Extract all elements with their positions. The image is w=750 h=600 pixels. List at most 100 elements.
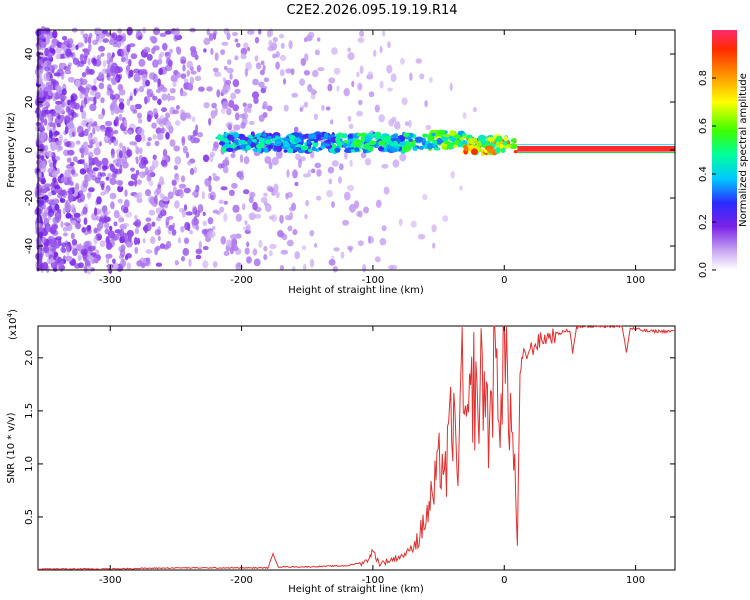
noise-blob bbox=[292, 169, 298, 179]
noise-blob bbox=[113, 221, 118, 227]
noise-blob bbox=[210, 47, 214, 56]
noise-blob bbox=[249, 120, 255, 125]
noise-blob bbox=[229, 246, 234, 255]
signal-blob bbox=[378, 140, 386, 146]
signal-blob bbox=[314, 139, 318, 143]
noise-blob bbox=[115, 179, 124, 186]
noise-blob bbox=[88, 245, 95, 252]
noise-blob bbox=[331, 160, 339, 167]
noise-blob bbox=[69, 181, 74, 186]
signal-blob bbox=[454, 139, 459, 145]
noise-blob bbox=[251, 91, 260, 99]
noise-blob bbox=[343, 88, 350, 97]
y-tick-label: -40 bbox=[24, 238, 35, 254]
signal-blob bbox=[464, 146, 469, 152]
noise-blob bbox=[44, 47, 50, 57]
noise-blob bbox=[94, 27, 103, 35]
noise-blob bbox=[203, 102, 210, 109]
noise-blob bbox=[145, 217, 152, 222]
noise-blob bbox=[153, 108, 158, 115]
noise-blob bbox=[338, 163, 344, 171]
noise-blob bbox=[220, 186, 228, 191]
noise-blob bbox=[36, 137, 43, 145]
noise-blob bbox=[268, 39, 273, 47]
signal-blob bbox=[422, 133, 429, 138]
noise-blob bbox=[165, 132, 170, 140]
noise-blob bbox=[189, 76, 195, 85]
noise-blob bbox=[138, 85, 145, 93]
spectrogram-y-ticks: -40 -20 0 20 40 bbox=[24, 48, 675, 254]
noise-blob bbox=[173, 165, 178, 171]
noise-blob bbox=[239, 154, 244, 163]
noise-blob bbox=[87, 192, 91, 200]
noise-blob bbox=[80, 29, 85, 36]
noise-blob bbox=[127, 130, 133, 135]
colorbar-ticks: 0.0 0.2 0.4 0.6 0.8 bbox=[698, 70, 716, 278]
noise-blob bbox=[387, 41, 391, 49]
noise-blob bbox=[87, 118, 94, 125]
noise-blob bbox=[316, 169, 322, 177]
noise-blob bbox=[220, 236, 227, 245]
noise-blob bbox=[309, 230, 315, 237]
noise-blob bbox=[104, 228, 110, 235]
noise-blob bbox=[240, 53, 247, 60]
noise-blob bbox=[134, 227, 140, 235]
noise-blob bbox=[212, 147, 218, 152]
noise-blob bbox=[359, 65, 364, 75]
signal-blob bbox=[392, 140, 399, 147]
signal-blob bbox=[344, 147, 354, 154]
noise-blob bbox=[240, 122, 246, 129]
noise-blob bbox=[118, 150, 123, 158]
noise-blob bbox=[167, 92, 171, 102]
noise-blob bbox=[93, 147, 101, 156]
noise-blob bbox=[207, 217, 214, 225]
noise-blob bbox=[301, 245, 307, 250]
noise-blob bbox=[74, 222, 82, 230]
noise-blob bbox=[242, 102, 247, 108]
noise-blob bbox=[279, 69, 285, 77]
noise-blob bbox=[67, 76, 75, 83]
noise-blob bbox=[223, 200, 228, 205]
noise-blob bbox=[82, 33, 89, 39]
noise-blob bbox=[415, 58, 422, 64]
noise-blob bbox=[82, 206, 88, 215]
noise-blob bbox=[124, 189, 128, 197]
noise-blob bbox=[67, 64, 71, 71]
noise-blob bbox=[62, 226, 68, 232]
noise-blob bbox=[180, 226, 185, 233]
noise-blob bbox=[348, 247, 353, 253]
noise-blob bbox=[40, 131, 47, 140]
noise-blob bbox=[202, 154, 210, 163]
noise-blob bbox=[290, 202, 297, 211]
noise-blob bbox=[99, 172, 107, 177]
noise-blob bbox=[184, 112, 191, 119]
signal-blob bbox=[476, 140, 482, 148]
noise-blob bbox=[328, 178, 332, 185]
noise-blob bbox=[180, 109, 185, 115]
noise-blob bbox=[269, 243, 277, 250]
noise-blob bbox=[112, 262, 119, 270]
noise-blob bbox=[128, 180, 135, 187]
noise-blob bbox=[134, 178, 138, 187]
signal-blob bbox=[321, 143, 330, 147]
noise-blob bbox=[234, 55, 239, 61]
noise-blob bbox=[278, 33, 285, 39]
noise-blob bbox=[167, 215, 174, 220]
noise-blob bbox=[283, 104, 289, 112]
noise-blob bbox=[111, 234, 118, 241]
noise-blob bbox=[157, 180, 165, 186]
noise-blob bbox=[75, 140, 81, 145]
noise-blob bbox=[87, 36, 92, 44]
noise-blob bbox=[192, 129, 198, 137]
noise-blob bbox=[71, 239, 78, 246]
noise-blob bbox=[60, 221, 64, 228]
noise-blob bbox=[45, 81, 54, 87]
noise-blob bbox=[54, 188, 61, 193]
noise-blob bbox=[81, 110, 87, 120]
noise-blob bbox=[72, 156, 78, 163]
signal-blob bbox=[504, 135, 508, 142]
signal-blob bbox=[238, 139, 247, 145]
noise-blob bbox=[36, 154, 41, 160]
noise-blob bbox=[83, 55, 88, 62]
signal-blob bbox=[400, 140, 406, 147]
